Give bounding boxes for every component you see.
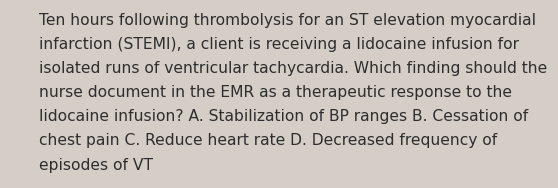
Text: Ten hours following thrombolysis for an ST elevation myocardial: Ten hours following thrombolysis for an … <box>39 13 536 28</box>
Text: nurse document in the EMR as a therapeutic response to the: nurse document in the EMR as a therapeut… <box>39 85 512 100</box>
Text: infarction (STEMI), a client is receiving a lidocaine infusion for: infarction (STEMI), a client is receivin… <box>39 37 519 52</box>
Text: episodes of VT: episodes of VT <box>39 158 153 173</box>
Text: lidocaine infusion? A. Stabilization of BP ranges B. Cessation of: lidocaine infusion? A. Stabilization of … <box>39 109 528 124</box>
Text: isolated runs of ventricular tachycardia. Which finding should the: isolated runs of ventricular tachycardia… <box>39 61 547 76</box>
Text: chest pain C. Reduce heart rate D. Decreased frequency of: chest pain C. Reduce heart rate D. Decre… <box>39 133 497 149</box>
